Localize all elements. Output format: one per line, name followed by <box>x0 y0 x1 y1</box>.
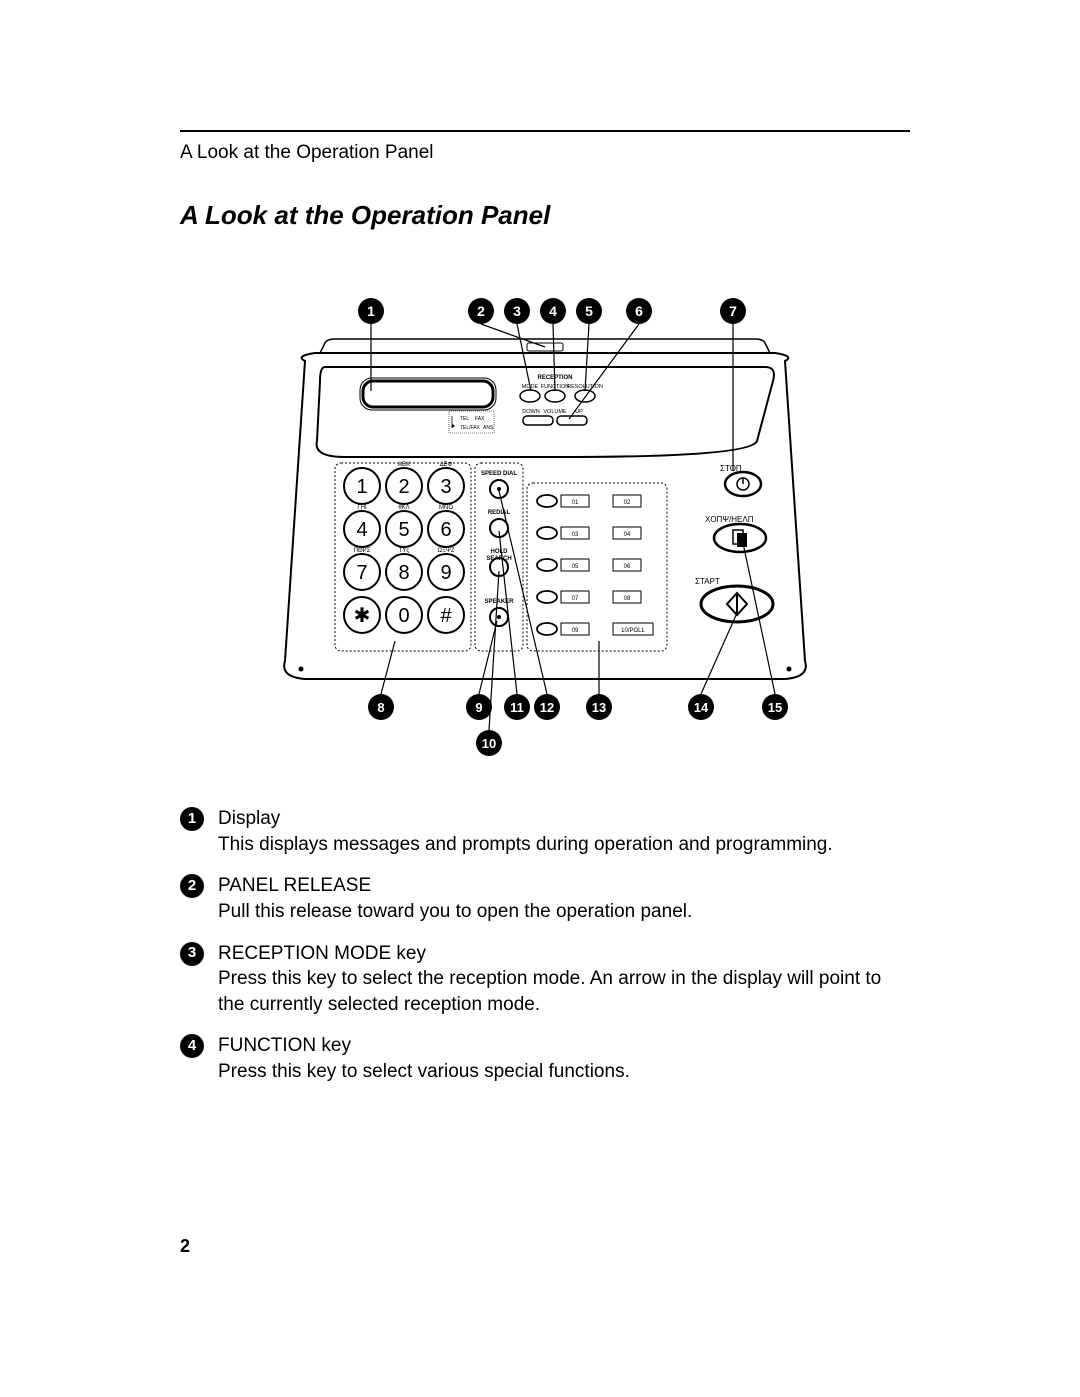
svg-text:4: 4 <box>549 303 557 319</box>
svg-text:4: 4 <box>356 519 367 541</box>
svg-text:ΜΝΟ: ΜΝΟ <box>439 505 453 511</box>
svg-text:8: 8 <box>398 562 409 584</box>
svg-text:0: 0 <box>398 605 409 627</box>
description-body: FUNCTION keyPress this key to select var… <box>218 1033 910 1084</box>
svg-text:7: 7 <box>729 303 737 319</box>
svg-text:01: 01 <box>572 500 579 506</box>
svg-text:SPEAKER: SPEAKER <box>484 599 514 605</box>
svg-text:09: 09 <box>572 628 579 634</box>
page-number: 2 <box>180 1236 190 1257</box>
svg-text:✱: ✱ <box>354 605 371 627</box>
svg-text:ΠΘΡΣ: ΠΘΡΣ <box>354 548 371 554</box>
svg-text:08: 08 <box>624 596 631 602</box>
svg-text:05: 05 <box>572 564 579 570</box>
svg-text:3: 3 <box>440 476 451 498</box>
svg-text:3: 3 <box>513 303 521 319</box>
description-body: PANEL RELEASEPull this release toward yo… <box>218 873 910 924</box>
svg-text:REDIAL: REDIAL <box>488 510 511 516</box>
svg-text:HOLD: HOLD <box>491 549 509 555</box>
svg-text:10: 10 <box>482 736 496 751</box>
callout-number-icon: 2 <box>180 874 204 898</box>
svg-text:ΓΗΙ: ΓΗΙ <box>357 505 367 511</box>
callout-number-icon: 1 <box>180 807 204 831</box>
description-item: 2 PANEL RELEASEPull this release toward y… <box>180 873 910 924</box>
svg-text:ΩΞΨΖ: ΩΞΨΖ <box>437 548 454 554</box>
svg-text:TEL: TEL <box>460 416 469 422</box>
description-list: 1 DisplayThis displays messages and promp… <box>180 806 910 1085</box>
svg-text:07: 07 <box>572 596 579 602</box>
page: A Look at the Operation Panel A Look at … <box>0 0 1080 1397</box>
description-body: RECEPTION MODE keyPress this key to sele… <box>218 941 910 1018</box>
svg-text:TEL/FAX: TEL/FAX <box>460 425 481 431</box>
svg-text:12: 12 <box>540 700 554 715</box>
svg-text:1: 1 <box>367 303 375 319</box>
svg-text:VOLUME: VOLUME <box>543 409 567 415</box>
svg-text:ΑΒΧ: ΑΒΧ <box>398 462 410 468</box>
svg-text:5: 5 <box>585 303 593 319</box>
svg-text:6: 6 <box>440 519 451 541</box>
diagram-svg: 1234567TELFAXTEL/FAXANS.RECEPTIONMODEFUN… <box>265 261 825 761</box>
svg-text:1: 1 <box>356 476 367 498</box>
svg-text:8: 8 <box>377 700 384 715</box>
svg-text:2: 2 <box>398 476 409 498</box>
svg-text:ΤΥς: ΤΥς <box>399 548 410 554</box>
svg-text:SPEED DIAL: SPEED DIAL <box>481 471 517 477</box>
description-item: 3 RECEPTION MODE keyPress this key to sel… <box>180 941 910 1018</box>
svg-text:15: 15 <box>768 700 782 715</box>
svg-text:7: 7 <box>356 562 367 584</box>
svg-text:FAX: FAX <box>475 416 485 422</box>
svg-text:θΚΛ: θΚΛ <box>398 505 409 511</box>
svg-text:11: 11 <box>510 700 524 715</box>
callout-number-icon: 3 <box>180 942 204 966</box>
svg-text:5: 5 <box>398 519 409 541</box>
svg-text:03: 03 <box>572 532 579 538</box>
section-title: A Look at the Operation Panel <box>180 200 910 231</box>
svg-text:9: 9 <box>440 562 451 584</box>
svg-text:#: # <box>440 605 452 627</box>
svg-text:02: 02 <box>624 500 631 506</box>
svg-text:∆ΕΦ: ∆ΕΦ <box>440 461 453 468</box>
svg-text:9: 9 <box>475 700 482 715</box>
svg-text:2: 2 <box>477 303 485 319</box>
svg-text:10/POLL: 10/POLL <box>621 628 645 634</box>
svg-text:ΧΟΠΨ/ΗΕΛΠ: ΧΟΠΨ/ΗΕΛΠ <box>705 515 754 524</box>
svg-text:14: 14 <box>694 700 709 715</box>
svg-text:ANS.: ANS. <box>483 425 495 431</box>
svg-text:06: 06 <box>624 564 631 570</box>
panel-diagram: 1234567TELFAXTEL/FAXANS.RECEPTIONMODEFUN… <box>265 261 825 766</box>
svg-text:13: 13 <box>592 700 606 715</box>
svg-text:6: 6 <box>635 303 643 319</box>
description-item: 1 DisplayThis displays messages and promp… <box>180 806 910 857</box>
header-rule <box>180 130 910 132</box>
description-item: 4 FUNCTION keyPress this key to select va… <box>180 1033 910 1084</box>
running-header: A Look at the Operation Panel <box>180 142 910 164</box>
description-body: DisplayThis displays messages and prompt… <box>218 806 910 857</box>
svg-text:04: 04 <box>624 532 631 538</box>
svg-text:ΣΤΑΡΤ: ΣΤΑΡΤ <box>695 577 720 586</box>
svg-text:DOWN: DOWN <box>522 409 539 415</box>
callout-number-icon: 4 <box>180 1034 204 1058</box>
